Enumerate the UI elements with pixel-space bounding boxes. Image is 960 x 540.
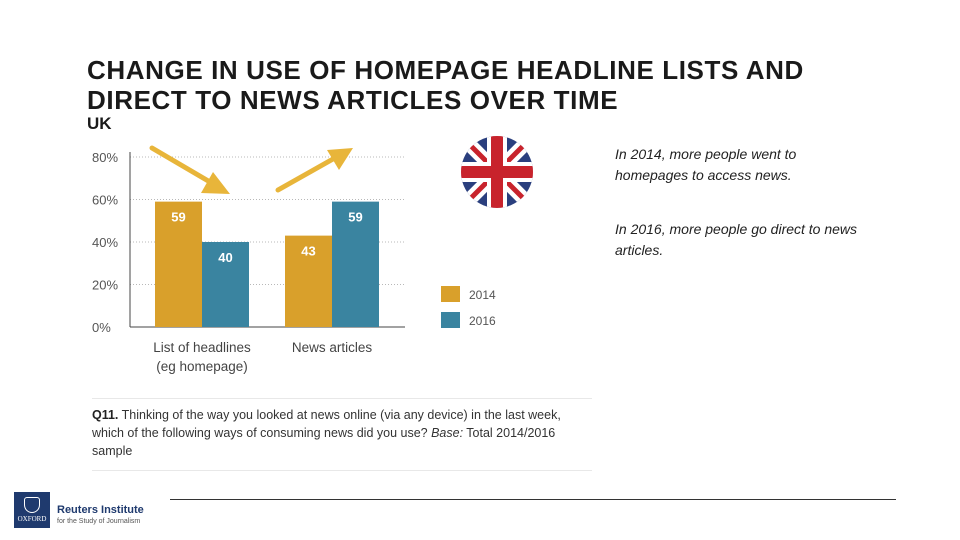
page-title: CHANGE IN USE OF HOMEPAGE HEADLINE LISTS… xyxy=(87,55,804,115)
logo-text: OXFORD xyxy=(17,515,47,523)
question-text: Thinking of the way you looked at news o… xyxy=(92,408,561,440)
up-arrow-icon xyxy=(275,148,353,193)
insight-note-2014: In 2014, more people went to homepages t… xyxy=(615,146,797,183)
y-tick-label: 80% xyxy=(92,150,118,165)
divider xyxy=(92,470,592,471)
bar-2016-0 xyxy=(202,242,249,327)
y-tick-label: 40% xyxy=(92,235,118,250)
question-label: Q11. xyxy=(92,408,119,422)
brand-subtitle: for the Study of Journalism xyxy=(57,518,141,525)
bar-value-label: 43 xyxy=(301,244,315,259)
bars: 59 40 43 59 xyxy=(155,201,379,327)
bar-value-label: 59 xyxy=(348,210,362,225)
y-axis-ticks: 0% 20% 40% 60% 80% xyxy=(92,150,118,335)
bar-value-label: 40 xyxy=(218,250,232,265)
divider xyxy=(92,398,592,399)
bar-2016-1 xyxy=(332,201,379,327)
y-tick-label: 0% xyxy=(92,320,111,335)
oxford-logo: OXFORD xyxy=(14,492,50,528)
legend-label-2016: 2016 xyxy=(469,314,496,328)
category-labels: List of headlines (eg homepage) News artic… xyxy=(153,340,372,374)
category-label: List of headlines xyxy=(153,340,251,355)
uk-flag-icon xyxy=(461,136,533,208)
survey-question: Q11. Thinking of the way you looked at n… xyxy=(92,406,562,460)
brand-name: Reuters Institute xyxy=(57,504,144,516)
base-text: Total 2014/2016 sample xyxy=(92,426,556,458)
legend-label-2014: 2014 xyxy=(469,288,496,302)
y-tick-label: 60% xyxy=(92,193,118,208)
down-arrow-icon xyxy=(149,145,230,194)
category-label: News articles xyxy=(292,340,373,355)
legend-swatch-2014 xyxy=(441,286,460,302)
insight-note-2016: In 2016, more people go direct to news a… xyxy=(615,221,858,258)
region-label: UK xyxy=(87,114,112,133)
legend-swatch-2016 xyxy=(441,312,460,328)
crest-icon xyxy=(24,497,40,513)
bar-2014-0 xyxy=(155,201,202,327)
base-label: Base: xyxy=(431,426,464,440)
legend: 2014 2016 xyxy=(441,286,496,328)
bar-value-label: 59 xyxy=(171,210,185,225)
category-label: (eg homepage) xyxy=(156,359,248,374)
bar-2014-1 xyxy=(285,235,332,327)
y-tick-label: 20% xyxy=(92,278,118,293)
footer-divider xyxy=(170,499,896,500)
